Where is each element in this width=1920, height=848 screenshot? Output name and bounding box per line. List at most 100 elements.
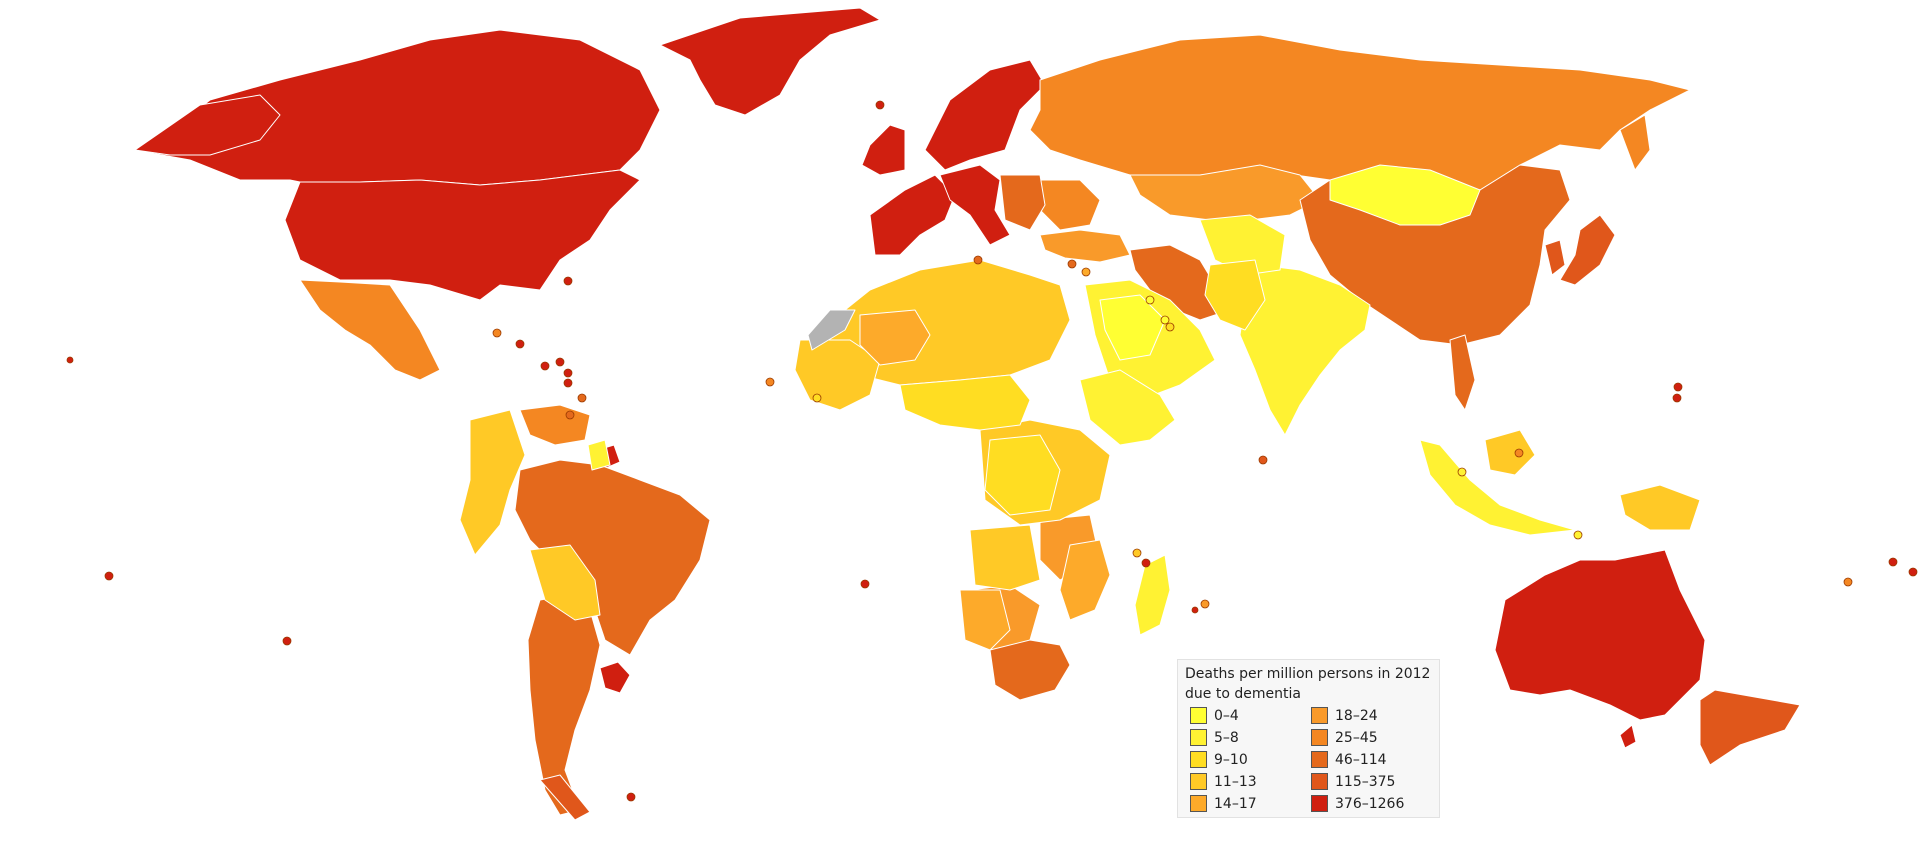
region-46-114 bbox=[514, 164, 1571, 816]
island-dot bbox=[577, 393, 587, 403]
island-dot bbox=[540, 361, 550, 371]
map-legend: Deaths per million persons in 2012 due t… bbox=[1177, 659, 1440, 818]
island-dot bbox=[1258, 455, 1268, 465]
island-dot bbox=[1514, 448, 1524, 458]
country-greenland bbox=[659, 7, 881, 116]
region-14-17 bbox=[859, 309, 1111, 651]
island-dot bbox=[860, 579, 870, 589]
island-dot bbox=[282, 636, 292, 646]
country-turkey bbox=[1039, 229, 1131, 263]
legend-grid: 0–4 18–24 5–8 25–45 9–10 46–114 11–13 115–375 14… bbox=[1183, 706, 1434, 813]
country-indonesia-borneo bbox=[1484, 429, 1536, 476]
legend-title-line2: due to dementia bbox=[1185, 686, 1301, 702]
legend-item: 46–114 bbox=[1304, 750, 1425, 769]
legend-item: 0–4 bbox=[1183, 706, 1304, 725]
island-dot bbox=[1888, 557, 1898, 567]
legend-item: 14–17 bbox=[1183, 794, 1304, 813]
legend-item: 5–8 bbox=[1183, 728, 1304, 747]
island-dot bbox=[1145, 295, 1155, 305]
country-chile-south bbox=[539, 774, 591, 821]
legend-label: 5–8 bbox=[1214, 729, 1239, 746]
country-arabia-west bbox=[1099, 294, 1166, 361]
island-dot bbox=[1191, 606, 1199, 614]
island-dot bbox=[1165, 322, 1175, 332]
country-horn-africa bbox=[1079, 369, 1176, 446]
legend-swatch bbox=[1190, 707, 1207, 724]
legend-item: 115–375 bbox=[1304, 772, 1425, 791]
country-new-zealand bbox=[1699, 689, 1801, 766]
region-high bbox=[134, 7, 1706, 749]
legend-title-line1: Deaths per million persons in 2012 bbox=[1185, 666, 1431, 682]
island-dot bbox=[1843, 577, 1853, 587]
island-dot bbox=[1160, 315, 1170, 325]
country-germany-italy bbox=[939, 164, 1011, 246]
country-madagascar bbox=[1134, 554, 1171, 636]
legend-label: 9–10 bbox=[1214, 751, 1248, 768]
country-south-africa bbox=[989, 639, 1071, 701]
island-dot bbox=[1200, 599, 1210, 609]
island-dot bbox=[1573, 530, 1583, 540]
island-dot bbox=[515, 339, 525, 349]
country-namibia-botswana bbox=[959, 589, 1011, 651]
legend-label: 115–375 bbox=[1335, 773, 1396, 790]
country-eastern-europe bbox=[999, 174, 1046, 231]
country-russia bbox=[1029, 34, 1691, 191]
country-central-asia bbox=[1199, 214, 1286, 276]
island-dot bbox=[765, 377, 775, 387]
country-kazakhstan bbox=[1129, 164, 1321, 221]
legend-swatch bbox=[1311, 707, 1328, 724]
legend-swatch bbox=[1190, 773, 1207, 790]
island-dot bbox=[555, 357, 565, 367]
country-mexico bbox=[299, 279, 441, 381]
island-dot bbox=[565, 410, 575, 420]
region-0-4 bbox=[1099, 164, 1481, 361]
country-india bbox=[1239, 264, 1371, 436]
legend-label: 0–4 bbox=[1214, 707, 1239, 724]
country-iran bbox=[1129, 244, 1231, 321]
island-dot bbox=[1457, 467, 1467, 477]
country-france-iberia bbox=[869, 174, 956, 256]
island-dot bbox=[1132, 548, 1142, 558]
legend-item: 11–13 bbox=[1183, 772, 1304, 791]
country-western-sahara bbox=[807, 309, 856, 351]
country-angola bbox=[969, 524, 1041, 591]
island-dot bbox=[875, 100, 885, 110]
island-dot bbox=[1141, 558, 1151, 568]
island-dot bbox=[563, 368, 573, 378]
legend-swatch bbox=[1190, 795, 1207, 812]
legend-item: 18–24 bbox=[1304, 706, 1425, 725]
country-korea bbox=[1544, 239, 1566, 276]
country-mali-niger bbox=[859, 309, 931, 366]
legend-item: 9–10 bbox=[1183, 750, 1304, 769]
country-australia bbox=[1494, 549, 1706, 721]
country-colombia-peru bbox=[459, 409, 526, 556]
legend-swatch bbox=[1311, 773, 1328, 790]
country-new-zealand-south bbox=[1619, 724, 1637, 749]
legend-swatch bbox=[1311, 751, 1328, 768]
legend-label: 18–24 bbox=[1335, 707, 1378, 724]
country-mongolia bbox=[1329, 164, 1481, 226]
region-no-data bbox=[807, 309, 856, 351]
legend-label: 14–17 bbox=[1214, 795, 1257, 812]
country-vietnam bbox=[1449, 334, 1476, 411]
legend-item: 376–1266 bbox=[1304, 794, 1425, 813]
country-mozambique bbox=[1059, 539, 1111, 621]
country-alaska bbox=[134, 94, 281, 156]
legend-item: 25–45 bbox=[1304, 728, 1425, 747]
region-115-375 bbox=[539, 214, 1801, 821]
country-bolivia-paraguay bbox=[529, 544, 601, 621]
legend-title: Deaths per million persons in 2012 due t… bbox=[1185, 664, 1434, 704]
country-venezuela-guyana bbox=[519, 404, 591, 446]
island-dot bbox=[1672, 393, 1682, 403]
country-west-balkans bbox=[1039, 179, 1101, 231]
island-dot bbox=[1067, 259, 1077, 269]
island-dot bbox=[563, 276, 573, 286]
country-west-africa bbox=[794, 339, 881, 411]
legend-label: 46–114 bbox=[1335, 751, 1387, 768]
legend-swatch bbox=[1311, 795, 1328, 812]
region-9-10 bbox=[899, 259, 1266, 516]
island-dot bbox=[563, 378, 573, 388]
island-dot bbox=[1081, 267, 1091, 277]
country-scandinavia bbox=[924, 59, 1046, 171]
